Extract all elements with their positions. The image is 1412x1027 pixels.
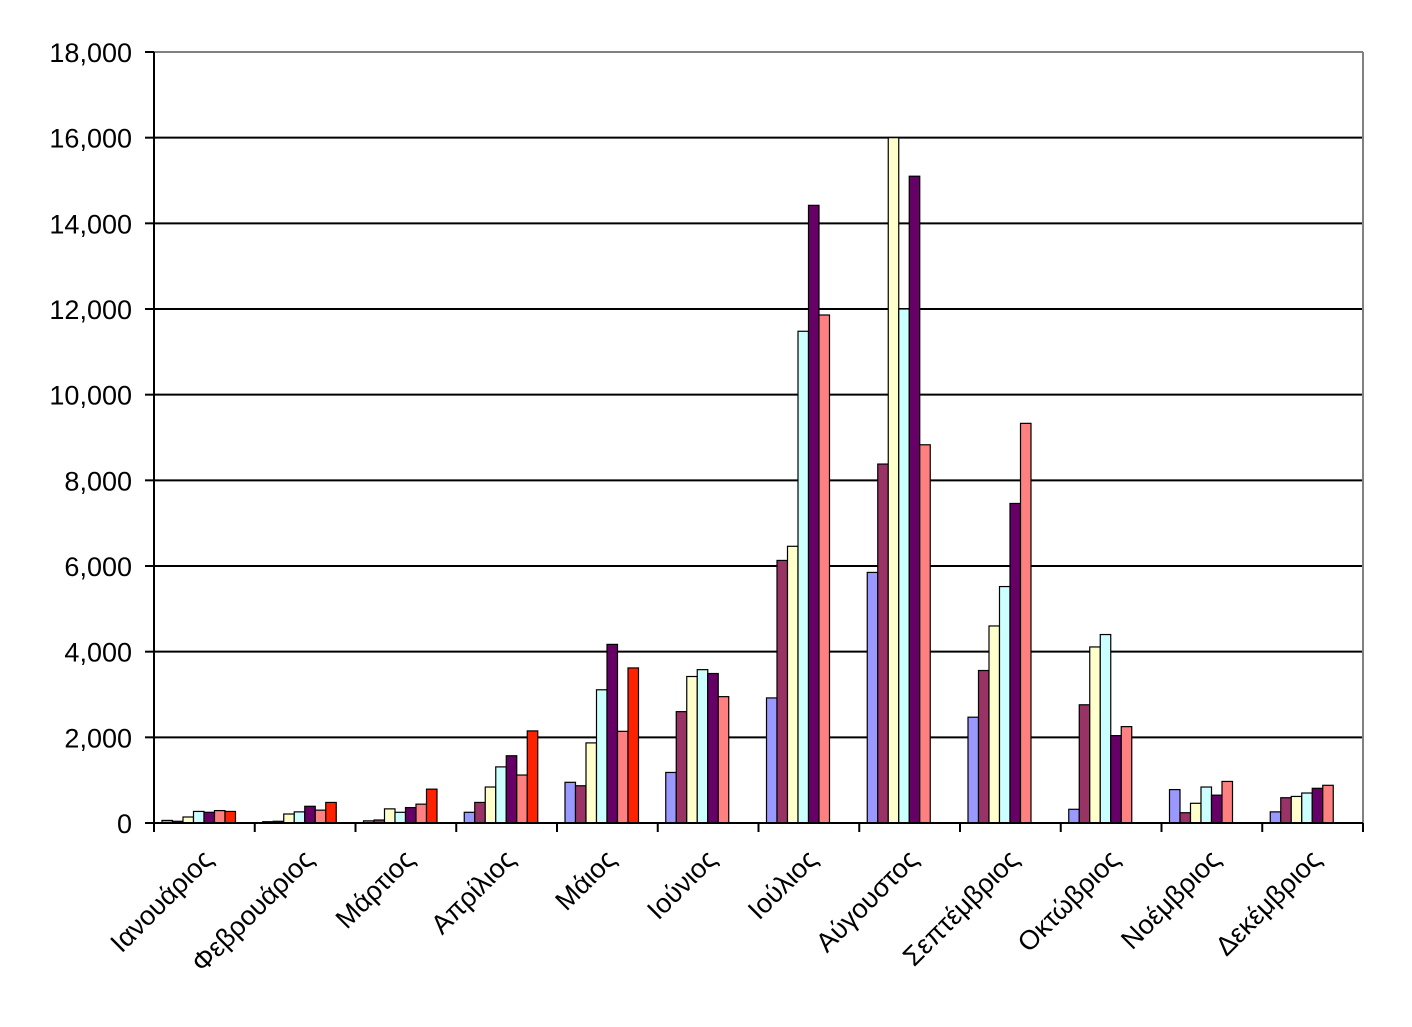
y-tick-label: 10,000 bbox=[49, 381, 132, 411]
y-tick-label: 6,000 bbox=[64, 552, 132, 582]
bar bbox=[293, 811, 306, 824]
bar bbox=[707, 672, 719, 824]
bar bbox=[898, 308, 910, 824]
bar bbox=[1078, 704, 1091, 824]
x-tick-label: Νοέμβριος bbox=[1115, 844, 1226, 955]
bar bbox=[1221, 780, 1234, 824]
bar bbox=[908, 175, 921, 824]
bar bbox=[696, 669, 709, 824]
bar bbox=[675, 711, 688, 824]
bar bbox=[818, 314, 831, 824]
bar bbox=[585, 742, 598, 824]
bar bbox=[606, 643, 619, 824]
bar bbox=[887, 137, 900, 824]
bar bbox=[192, 810, 205, 824]
bar bbox=[314, 809, 327, 824]
y-tick-label: 16,000 bbox=[49, 124, 132, 154]
bar bbox=[203, 811, 216, 824]
y-tick-label: 4,000 bbox=[64, 638, 132, 668]
bar bbox=[224, 810, 237, 824]
bar bbox=[665, 771, 677, 824]
bar bbox=[1019, 422, 1032, 824]
bar bbox=[564, 781, 577, 824]
y-axis-ticks: 0 2,000 4,000 6,000 8,000 10,000 12,000 14,000 1… bbox=[49, 38, 154, 839]
y-tick-label: 14,000 bbox=[49, 209, 132, 239]
bar bbox=[1189, 802, 1202, 824]
x-tick-label: Οκτώβριος bbox=[1012, 844, 1126, 958]
y-tick-label: 0 bbox=[117, 809, 132, 839]
bar bbox=[977, 669, 990, 824]
bar bbox=[325, 801, 337, 824]
bar bbox=[415, 803, 428, 824]
bar bbox=[425, 788, 438, 824]
bar bbox=[1290, 795, 1303, 824]
y-tick-label: 2,000 bbox=[64, 723, 132, 753]
bar bbox=[1200, 786, 1213, 824]
bar bbox=[516, 774, 528, 824]
bar bbox=[505, 755, 518, 824]
y-tick-label: 12,000 bbox=[49, 295, 132, 325]
bar bbox=[797, 330, 810, 824]
bar bbox=[394, 811, 407, 824]
x-tick-label: Ιούλιος bbox=[742, 844, 823, 925]
bar bbox=[717, 696, 730, 824]
bar bbox=[1110, 735, 1122, 824]
bar bbox=[967, 716, 980, 824]
bar bbox=[1301, 792, 1313, 824]
x-tick-label: Μάιος bbox=[549, 844, 621, 916]
bar bbox=[919, 444, 931, 824]
y-tick-label: 8,000 bbox=[64, 466, 132, 496]
bar bbox=[1168, 788, 1181, 824]
bar bbox=[1009, 502, 1022, 824]
bar bbox=[1311, 787, 1324, 824]
x-tick-label: Απρίλιος bbox=[425, 844, 521, 940]
bar bbox=[1068, 808, 1080, 824]
bar bbox=[404, 806, 417, 824]
bar bbox=[1099, 633, 1112, 824]
bar bbox=[283, 813, 295, 824]
plot-area bbox=[154, 52, 1363, 823]
bar bbox=[495, 766, 507, 824]
bar bbox=[998, 585, 1011, 824]
bar bbox=[1280, 797, 1292, 824]
bar bbox=[1120, 726, 1133, 824]
bar bbox=[786, 545, 799, 824]
bar bbox=[463, 811, 476, 824]
bar bbox=[866, 571, 879, 824]
bar bbox=[988, 625, 1001, 824]
bar bbox=[616, 730, 629, 824]
bar bbox=[807, 204, 820, 824]
bar bbox=[383, 808, 396, 824]
bar bbox=[595, 689, 608, 824]
bar bbox=[213, 809, 226, 824]
bar bbox=[686, 675, 698, 824]
x-tick-label: Ιούνιος bbox=[641, 844, 722, 925]
x-tick-label: Δεκέμβριος bbox=[1209, 844, 1326, 961]
bar bbox=[1322, 784, 1334, 824]
bar bbox=[627, 667, 640, 824]
bar bbox=[574, 785, 587, 824]
bars bbox=[161, 137, 1334, 824]
bar bbox=[776, 559, 789, 824]
bar bbox=[1179, 812, 1192, 824]
bar bbox=[1089, 646, 1101, 824]
bar bbox=[877, 463, 889, 824]
bar bbox=[1210, 794, 1223, 824]
bar bbox=[304, 805, 316, 824]
y-tick-label: 18,000 bbox=[49, 38, 132, 68]
bar bbox=[1269, 811, 1282, 824]
bar bbox=[484, 786, 497, 824]
x-tick-label: Μάρτιος bbox=[330, 844, 420, 934]
bar bbox=[526, 730, 539, 824]
bar bbox=[765, 697, 778, 824]
bar bbox=[474, 801, 486, 824]
